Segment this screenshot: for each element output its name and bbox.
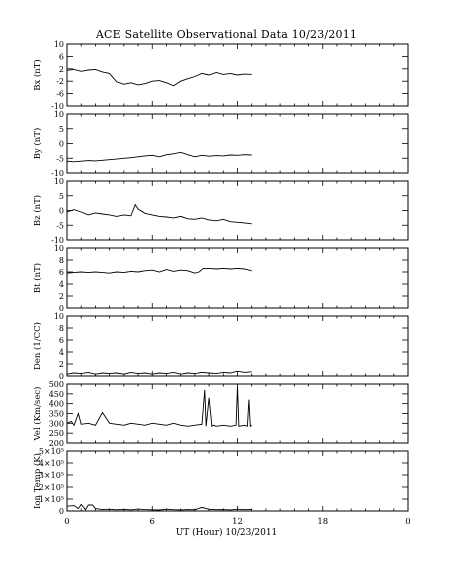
y-tick-label: 0 [59,372,64,381]
x-tick-label: 6 [150,517,155,527]
y-tick-label: 6 [59,268,64,277]
x-tick-label: 18 [317,517,328,527]
y-tick-label: 4 [59,280,64,289]
y-tick-label: 400 [49,400,64,409]
y-tick-label: 3×10⁵ [39,471,64,480]
panel-frame-2 [66,180,409,241]
y-tick-label: 8 [59,256,64,265]
y-tick-label: 10 [54,40,64,49]
y-tick-label: 4 [59,348,64,357]
y-tick-label: 300 [49,419,64,428]
y-axis-label: Bt (nT) [32,263,43,293]
y-axis-label: Bx (nT) [32,59,43,91]
y-tick-label: 250 [49,429,64,438]
x-tick-label: 0 [405,517,410,527]
panel-frame-1 [66,113,409,174]
y-tick-label: -6 [56,90,64,99]
series-line-0 [66,68,252,87]
y-tick-label: 8 [59,324,64,333]
y-tick-label: 6 [59,336,64,345]
y-axis-label: Vel (Km/sec) [32,387,43,442]
y-tick-label: 2 [59,360,64,369]
y-tick-label: -10 [51,169,64,178]
y-tick-label: 4×10⁵ [39,459,64,468]
y-axis-label: By (nT) [32,128,43,160]
chart-title: ACE Satellite Observational Data 10/23/2… [95,28,358,41]
y-tick-label: 2×10⁵ [39,483,64,492]
y-tick-label: 10 [54,177,64,186]
y-axis-label: Bz (nT) [32,195,43,226]
y-tick-label: 6 [59,52,64,61]
y-tick-label: 0 [59,140,64,149]
series-line-1 [66,151,252,163]
y-tick-label: 5×10⁵ [39,447,64,456]
y-tick-label: 10 [54,312,64,321]
y-tick-label: -5 [56,221,64,230]
y-tick-label: 0 [59,507,64,516]
y-tick-label: 2 [59,65,64,74]
y-tick-label: 350 [49,410,64,419]
series-line-6 [66,503,252,511]
y-tick-label: 200 [49,439,64,448]
series-line-5 [66,385,252,428]
y-tick-label: -2 [56,77,64,86]
y-tick-label: 5 [59,192,64,201]
x-tick-label: 0 [64,517,69,527]
series-line-2 [66,203,252,225]
y-tick-label: 450 [49,390,64,399]
series-line-3 [66,267,252,274]
x-tick-label: 12 [232,517,243,527]
y-tick-label: 10 [54,244,64,253]
panel-frame-4 [66,315,409,377]
y-tick-label: -5 [56,154,64,163]
y-axis-label: Ion Temp (K) [32,453,43,509]
y-tick-label: 2 [59,292,64,301]
y-tick-label: 500 [49,380,64,389]
y-tick-label: 1×10⁵ [39,495,64,504]
panel-frame-3 [66,247,409,309]
y-tick-label: 10 [54,110,64,119]
series-line-4 [66,370,252,375]
x-axis-label: UT (Hour) 10/23/2011 [175,528,278,538]
y-tick-label: -10 [51,102,64,111]
y-axis-label: Den (1/CC) [32,322,43,370]
y-tick-label: 0 [59,207,64,216]
y-tick-label: 5 [59,125,64,134]
y-tick-label: -10 [51,236,64,245]
y-tick-label: 0 [59,304,64,313]
panel-frame-6 [66,450,409,512]
